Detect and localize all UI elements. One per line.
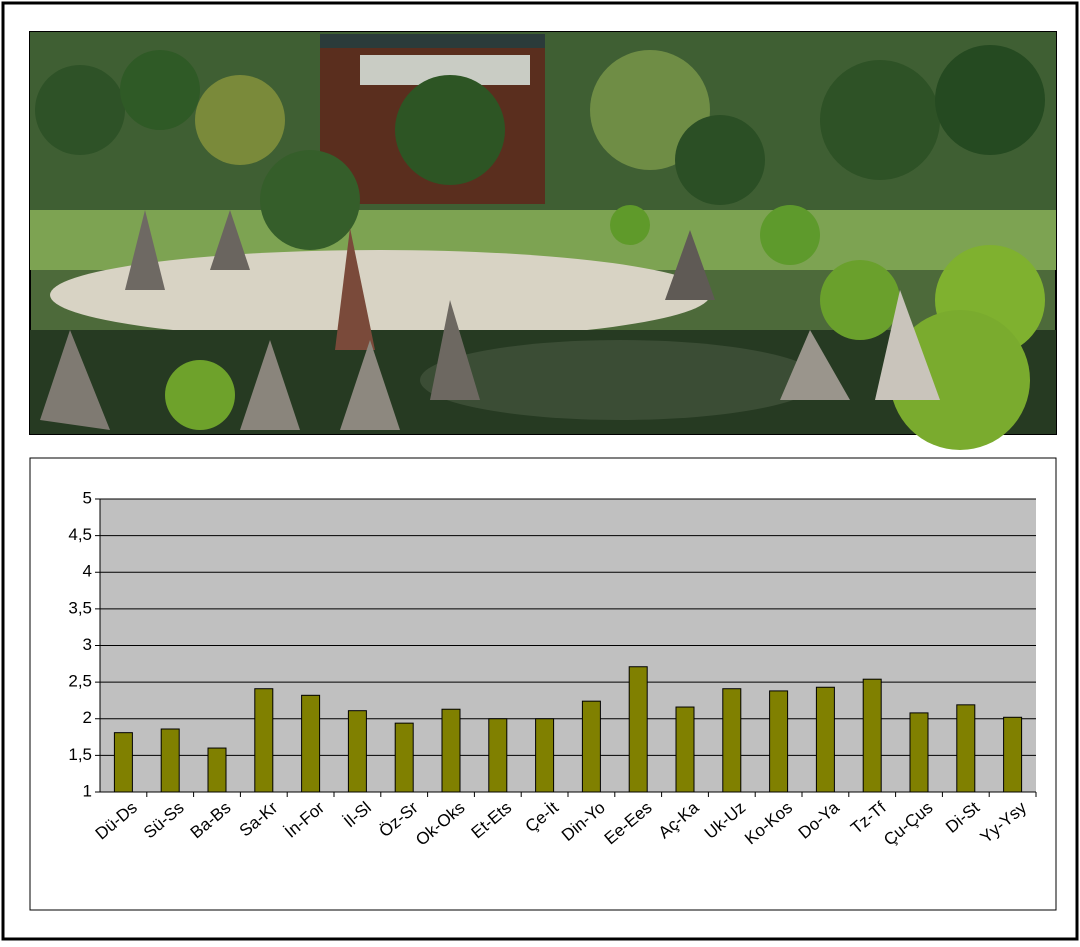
bar (909, 712, 929, 793)
y-tick-label: 1,5 (68, 745, 92, 764)
bar (628, 666, 648, 793)
y-tick-label: 2 (83, 708, 92, 727)
bar (160, 728, 180, 793)
y-tick-label: 3 (83, 635, 92, 654)
bar (535, 718, 555, 793)
bar (488, 718, 508, 793)
bar (1003, 716, 1023, 793)
bar (394, 722, 414, 793)
bar (956, 704, 976, 793)
bar (862, 678, 882, 793)
y-tick-label: 2,5 (68, 672, 92, 691)
y-tick-label: 5 (83, 488, 92, 507)
y-tick-label: 4,5 (68, 525, 92, 544)
garden-photo (29, 31, 1057, 450)
bar (441, 708, 461, 793)
bar (113, 732, 133, 793)
bar (769, 690, 789, 793)
bar (207, 747, 227, 793)
y-tick-label: 4 (83, 562, 92, 581)
y-tick-label: 1 (83, 781, 92, 800)
bar (581, 700, 601, 793)
bar (722, 688, 742, 793)
bar (301, 694, 321, 793)
y-tick-label: 3,5 (68, 598, 92, 617)
bar (815, 686, 835, 793)
bar (254, 688, 274, 793)
bar (675, 706, 695, 793)
bar (347, 710, 367, 793)
